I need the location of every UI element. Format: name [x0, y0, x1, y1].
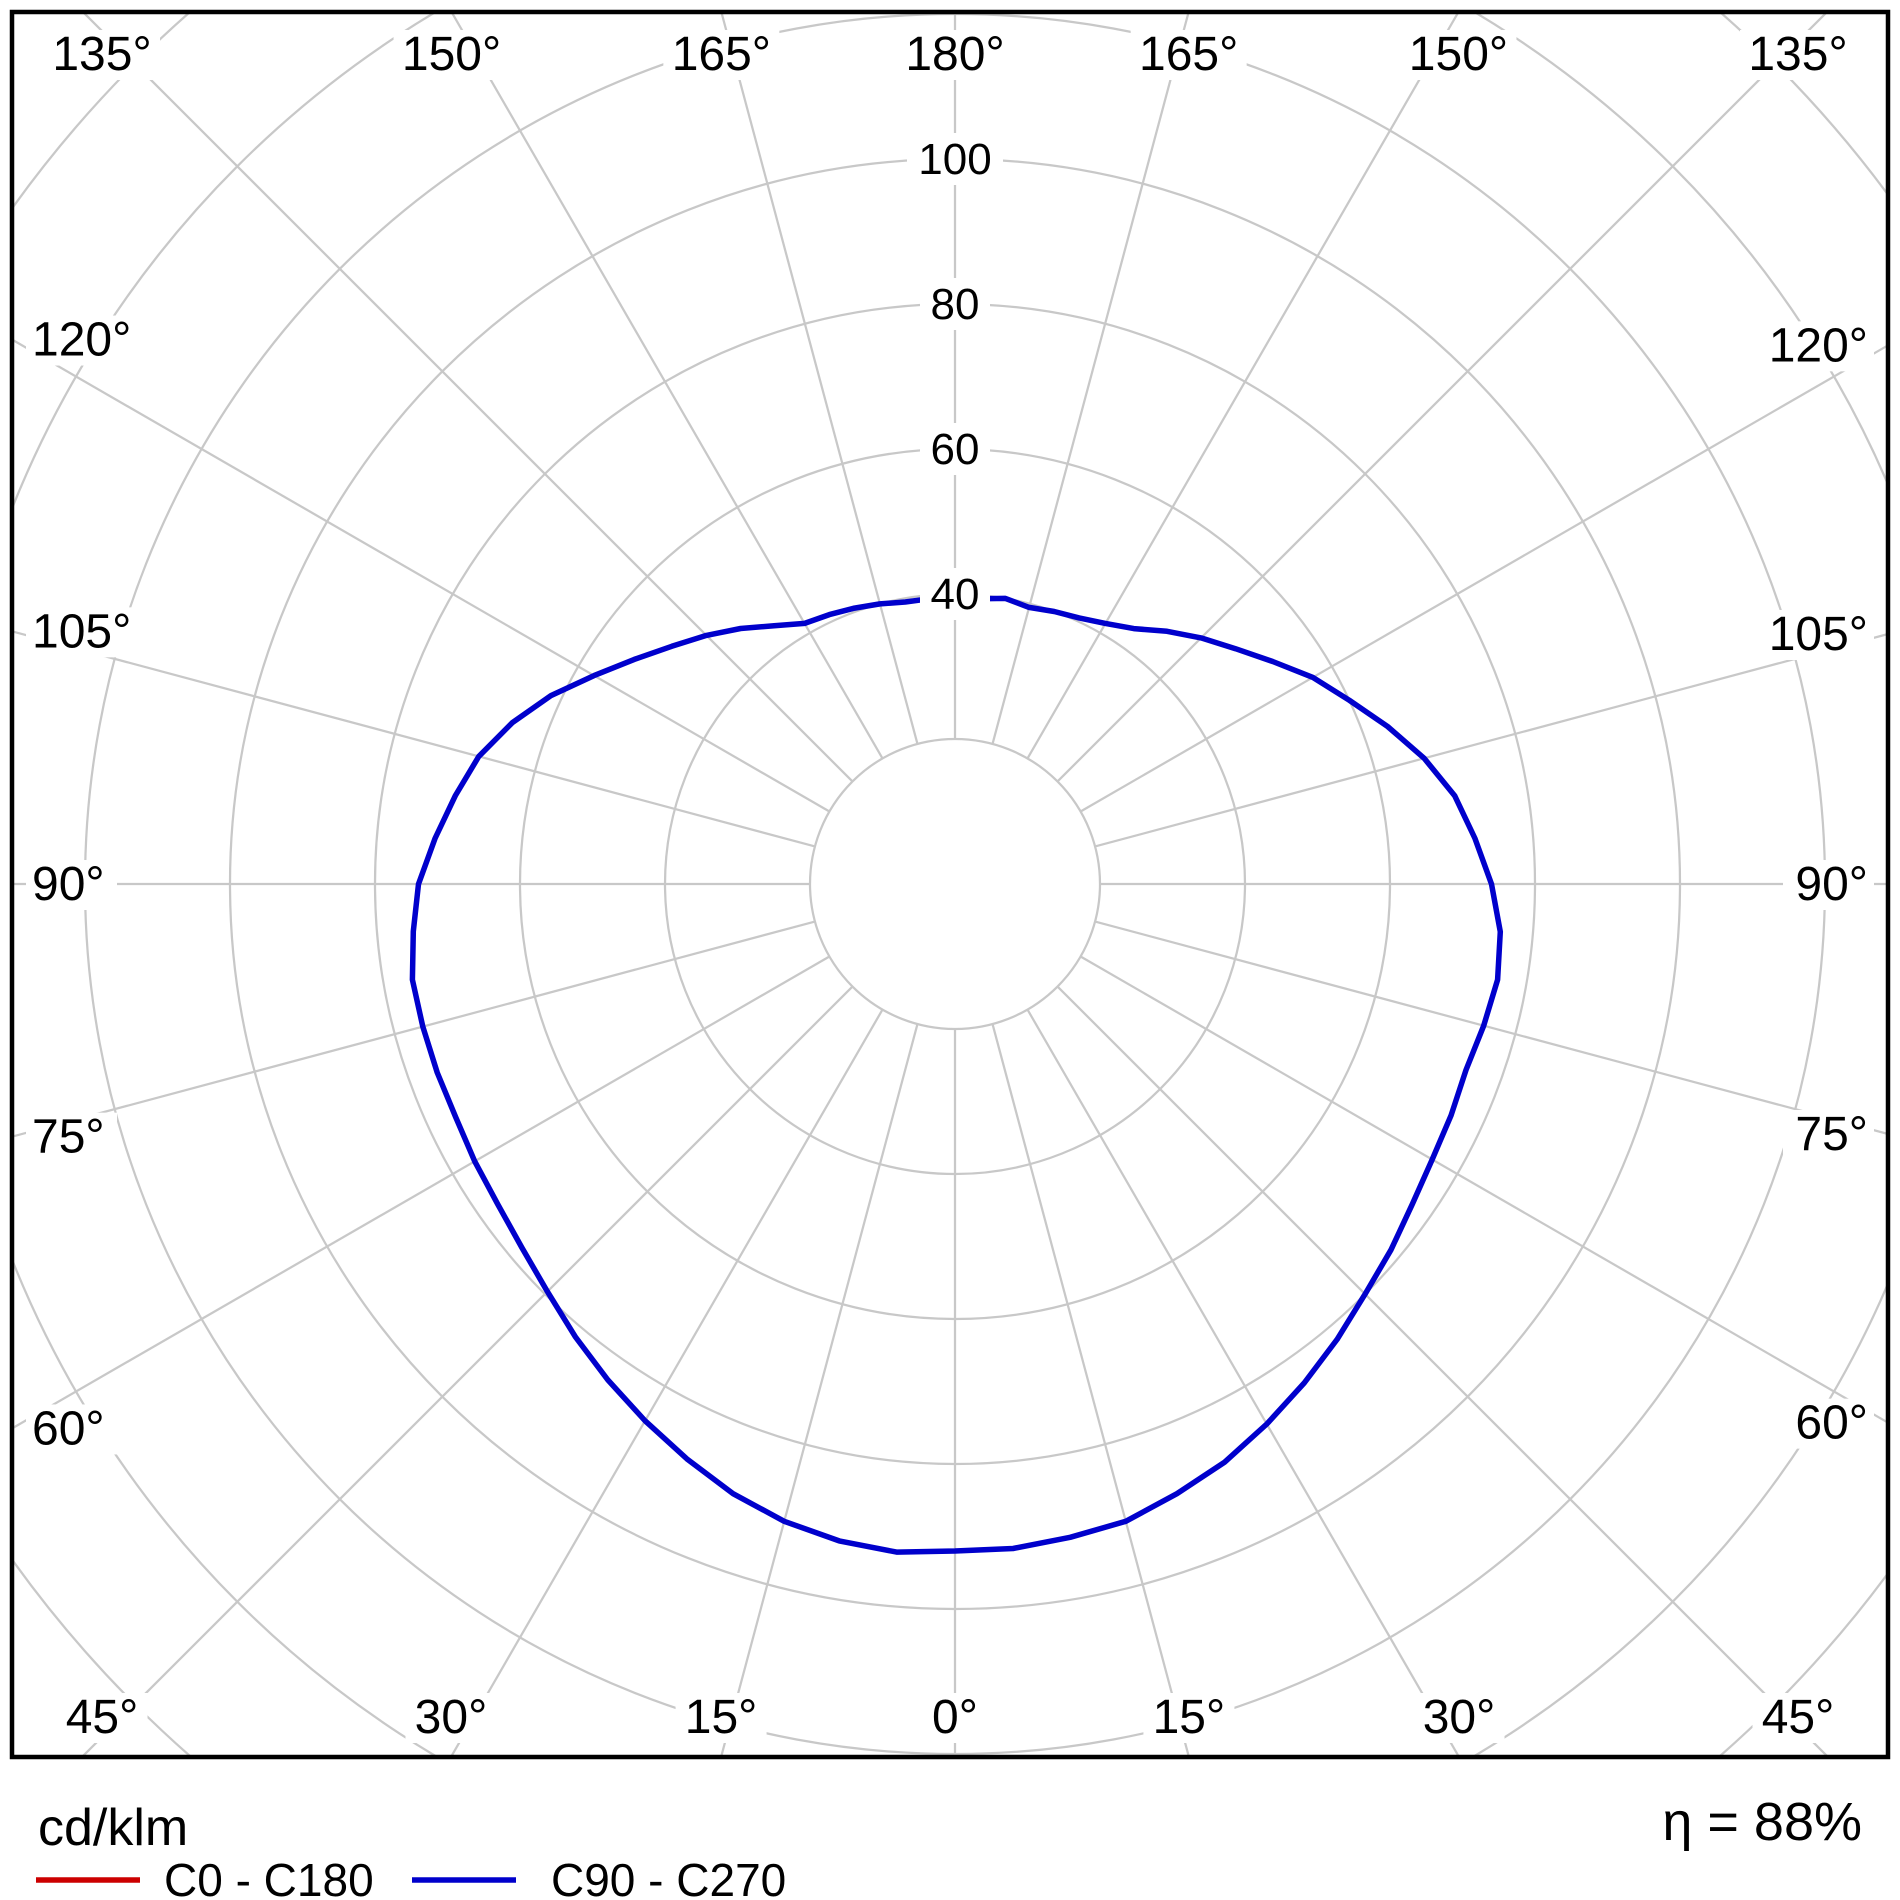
grid-spoke	[14, 920, 816, 1138]
angle-label-bg	[405, 1693, 497, 1743]
curve-C90-C270	[409, 595, 1504, 1555]
radial-tick-bg	[920, 423, 990, 475]
curve-C0-C180	[410, 596, 1503, 1555]
angle-label: 0°	[932, 1691, 978, 1744]
angle-label: 90°	[32, 858, 105, 911]
angle-label-bg	[1400, 30, 1517, 80]
angle-label: 120°	[1769, 319, 1868, 372]
angle-label-bg	[663, 30, 780, 80]
angle-label-bg	[1130, 30, 1247, 80]
chart-border	[9, 9, 1891, 1760]
grid-circle	[808, 737, 1102, 1031]
angle-label-bg	[26, 1112, 117, 1163]
grid-spoke	[1094, 633, 1886, 848]
angle-label-bg	[26, 1404, 117, 1455]
angle-label: 150°	[402, 28, 501, 81]
angle-label: 75°	[1795, 1108, 1868, 1161]
angle-label-bg	[1758, 321, 1874, 372]
angle-label: 165°	[672, 28, 771, 81]
angle-label-bg	[26, 315, 142, 366]
angle-label: 75°	[32, 1111, 105, 1164]
grid-spoke	[1094, 920, 1886, 1135]
distribution-curves	[409, 595, 1504, 1555]
grid-spoke	[450, 1009, 884, 1755]
radial-tick-label: 80	[931, 280, 980, 329]
angle-label: 30°	[415, 1691, 488, 1744]
angle-label-bg	[1143, 1693, 1235, 1743]
angle-label-bg	[1783, 1109, 1874, 1160]
angle-label-bg	[26, 607, 142, 658]
angle-label: 135°	[1748, 28, 1847, 81]
radial-tick-bg	[907, 133, 1003, 185]
angle-label: 60°	[1795, 1397, 1868, 1450]
angle-label: 120°	[32, 314, 131, 367]
angle-label: 45°	[66, 1691, 139, 1744]
radial-tick-label: 60	[931, 425, 980, 474]
angle-label: 150°	[1409, 28, 1508, 81]
angle-label-bg	[897, 30, 1013, 80]
radial-tick-label: 40	[931, 570, 980, 619]
angle-label-bg	[1783, 860, 1874, 910]
angle-label: 105°	[1769, 608, 1868, 661]
angle-label: 180°	[905, 28, 1004, 81]
grid-spoke	[720, 14, 919, 745]
angle-label-bg	[1758, 610, 1874, 661]
grid-spoke	[83, 14, 854, 783]
radial-tick-bg	[920, 568, 990, 620]
angle-label-bg	[1752, 1693, 1844, 1743]
angle-label-bg	[26, 860, 117, 910]
angle-label: 15°	[1153, 1691, 1226, 1744]
angle-label-bg	[922, 1693, 988, 1743]
angle-label-bg	[1413, 1693, 1505, 1743]
units-label: cd/klm	[38, 1799, 188, 1857]
angle-label: 60°	[32, 1402, 105, 1455]
legend-label-c0: C0 - C180	[164, 1854, 374, 1900]
angle-label: 135°	[52, 28, 151, 81]
grid-spoke	[991, 1023, 1190, 1755]
angle-label-bg	[1740, 30, 1856, 80]
grid-spoke	[1026, 1009, 1460, 1755]
angle-label: 15°	[685, 1691, 758, 1744]
angle-label: 45°	[1762, 1691, 1835, 1744]
angle-label-bg	[393, 30, 510, 80]
grid-spoke	[14, 339, 830, 813]
angle-label: 30°	[1423, 1691, 1496, 1744]
grid-spoke	[1080, 345, 1886, 813]
angle-label: 90°	[1795, 858, 1868, 911]
angle-label-bg	[44, 30, 160, 80]
grid-spoke	[451, 14, 884, 759]
grid-spoke	[14, 630, 816, 848]
angle-label-bg	[675, 1693, 767, 1743]
axis-labels: 0° 15° 15° 30° 30° 45° 45° 60° 60° 75° 75° 90° 90° 10…	[26, 28, 1874, 1744]
grid-spoke	[991, 14, 1190, 745]
grid-spoke	[1080, 955, 1886, 1423]
grid-spoke	[720, 1023, 919, 1755]
grid-spoke	[14, 955, 830, 1429]
efficiency-label: η = 88%	[1662, 1792, 1862, 1852]
radial-tick-bg	[920, 278, 990, 330]
radial-tick-label: 100	[918, 135, 991, 184]
angle-label-bg	[56, 1693, 148, 1743]
angle-label: 105°	[32, 605, 131, 658]
grid-spoke	[1026, 14, 1459, 759]
angle-label-bg	[1783, 1398, 1874, 1449]
legend-label-c90: C90 - C270	[551, 1854, 786, 1900]
angle-label: 165°	[1139, 28, 1238, 81]
